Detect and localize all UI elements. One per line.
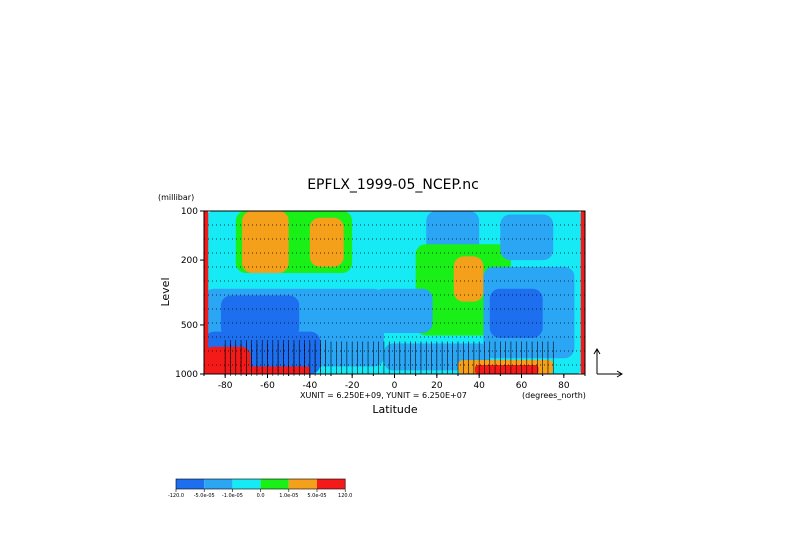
colorbar-label: 120.0: [338, 493, 352, 499]
colorbar-swatch: [232, 479, 261, 489]
x-tick-label: 80: [558, 381, 570, 391]
y-tick-label: 1000: [175, 370, 198, 380]
x-tick-label: 20: [431, 381, 443, 391]
contour-region-5: [242, 211, 289, 273]
x-tick-label: -80: [218, 381, 233, 391]
colorbar-label: -120.0: [168, 493, 184, 499]
colorbar-label: 1.0e-05: [279, 493, 298, 499]
contour-region-3: [220, 295, 300, 338]
contour-region-11: [489, 288, 543, 338]
y-tick-label: 100: [181, 207, 198, 217]
y-axis: 100 200 500 1000: [175, 207, 204, 380]
reference-vector-key: [593, 348, 623, 378]
vector-scale-note: XUNIT = 6.250E+09, YUNIT = 6.250E+07: [300, 391, 467, 400]
x-tick-label: 60: [516, 381, 528, 391]
vector-field: [224, 340, 554, 376]
y-axis-label: Level: [159, 277, 172, 306]
contour-region-20: [580, 211, 585, 374]
contour-region-16: [474, 364, 539, 374]
colorbar-swatch: [288, 479, 317, 489]
colorbar-label: 5.0e-05: [307, 493, 326, 499]
y-tick-label: 500: [181, 321, 198, 331]
colorbar-label: -1.0e-05: [222, 493, 243, 499]
contour-region-18: [204, 346, 251, 374]
colorbar-label: 0.0: [257, 493, 265, 499]
contour-region-13: [373, 288, 433, 333]
x-tick-label: -20: [345, 381, 360, 391]
x-axis-label: Latitude: [372, 403, 418, 416]
y-units-label: (millibar): [158, 193, 194, 202]
contour-region-19: [204, 211, 209, 374]
colorbar-label: -5.0e-05: [194, 493, 215, 499]
x-axis: -80 -60 -40 -20 0 20 40 60 80: [203, 374, 586, 391]
plot-area: [204, 211, 585, 374]
y-tick-label: 200: [181, 256, 198, 266]
x-tick-label: -40: [302, 381, 317, 391]
contour-region-6: [309, 217, 344, 267]
colorbar-swatch: [260, 479, 289, 489]
contour-region-9: [453, 256, 484, 302]
colorbar-swatch: [204, 479, 233, 489]
x-units-label: (degrees_north): [522, 391, 586, 400]
colorbar-swatch: [176, 479, 205, 489]
x-tick-label: -60: [260, 381, 275, 391]
chart-title: EPFLX_1999-05_NCEP.nc: [307, 177, 479, 193]
contour-region-12: [500, 214, 554, 261]
x-tick-label: 40: [473, 381, 485, 391]
colorbar-swatch: [317, 479, 346, 489]
colorbar: -120.0 -5.0e-05 -1.0e-05 0.0 1.0e-05 5.0e-05 1…: [168, 478, 352, 499]
x-tick-label: 0: [392, 381, 398, 391]
